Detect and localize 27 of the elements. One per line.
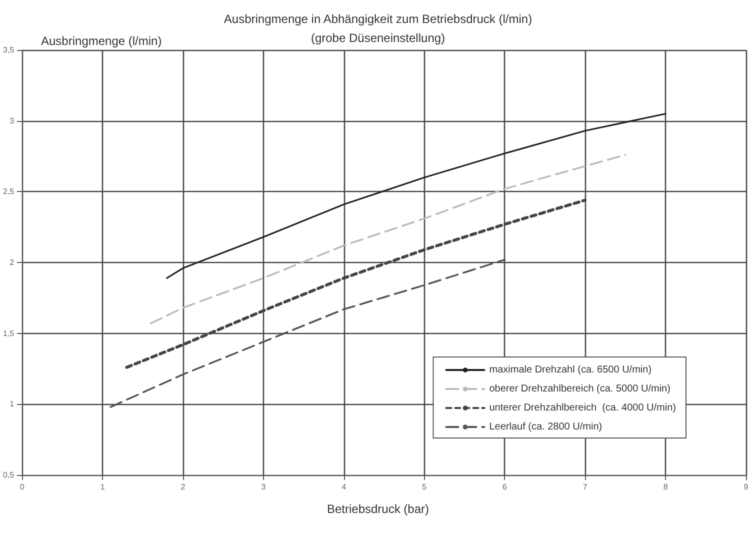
y-axis-title: Ausbringmenge (l/min) — [41, 34, 162, 48]
x-tick-label: 5 — [422, 482, 428, 492]
x-tick-label: 6 — [502, 482, 508, 492]
x-tick-label: 0 — [20, 482, 25, 492]
legend-label: oberer Drehzahlbereich (ca. 5000 U/min) — [489, 384, 670, 394]
y-tick-label: 1 — [10, 400, 15, 409]
x-tick-label: 2 — [180, 482, 186, 492]
y-tick-label: 1,5 — [2, 328, 15, 338]
line-series — [150, 154, 626, 324]
legend-label: maximale Drehzahl (ca. 6500 U/min) — [489, 364, 652, 376]
legend-label: Leerlauf (ca. 2800 U/min) — [489, 422, 602, 432]
x-tick-label: 4 — [342, 482, 347, 492]
legend-label: unterer Drehzahlbereich (ca. 4000 U/min) — [489, 402, 676, 414]
y-tick-label: 3 — [10, 116, 15, 126]
line-series — [166, 112, 666, 279]
x-tick-label: 8 — [663, 482, 668, 492]
y-tick-label: 0,5 — [2, 470, 15, 480]
x-tick-label: 3 — [261, 482, 266, 492]
x-tick-label: 9 — [744, 482, 749, 492]
x-axis-title: Betriebsdruck (bar) — [326, 502, 430, 516]
chart-title: Ausbringmenge in Abhängigkeit zum Betriebsdruck (l/min) — [224, 12, 532, 26]
y-tick-label: 2,5 — [2, 187, 15, 196]
x-tick-label: 1 — [100, 482, 106, 492]
y-tick-label: 2 — [10, 258, 15, 267]
y-tick-label: 3,5 — [2, 46, 15, 54]
chart-subtitle: (grobe Düseneinstellung) — [310, 31, 446, 45]
x-tick-label: 7 — [582, 482, 588, 492]
